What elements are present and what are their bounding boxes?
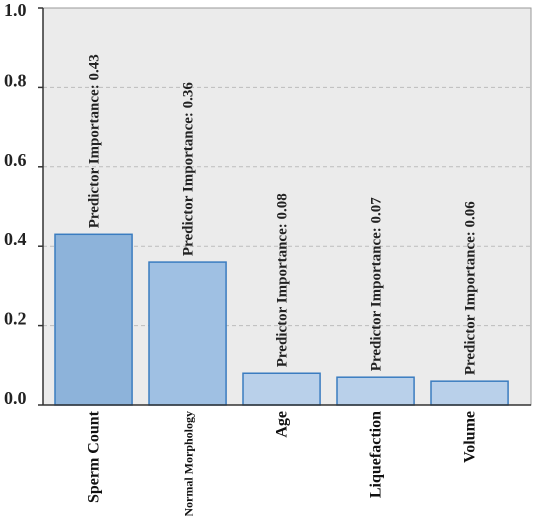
category-label: Volume [462,411,479,463]
category-labels: Sperm Count Normal Morphology Age Liquefact… [86,410,479,516]
y-tick-label: 0.4 [4,229,27,249]
data-label: Predictor Importance: 0.36 [181,82,197,256]
data-label: Predictor Importance: 0.07 [369,197,385,371]
grid-lines [43,86,531,327]
data-label: Predictor Importance: 0.06 [463,201,479,375]
y-tick-label: 0.8 [4,70,27,90]
y-tick-label: 1.0 [4,0,27,20]
category-label: Liquefaction [368,411,385,498]
bar [336,376,415,406]
bar [54,233,133,406]
data-labels: Predictor Importance: 0.43 Predictor Impo… [87,54,479,375]
bar [148,261,227,406]
bar [242,372,321,406]
category-label: Age [274,411,291,438]
y-tick-labels: 0.0 0.2 0.4 0.6 0.8 1.0 [4,0,27,408]
data-label: Predictor Importance: 0.43 [87,54,103,228]
y-tick-label: 0.6 [4,150,27,170]
data-label: Predictor Importance: 0.08 [275,193,291,367]
y-tick-label: 0.0 [4,388,27,408]
bar [430,380,509,406]
y-tick-label: 0.2 [4,309,27,329]
category-label: Normal Morphology [182,411,196,516]
category-label: Sperm Count [86,410,103,503]
axes [38,7,531,406]
